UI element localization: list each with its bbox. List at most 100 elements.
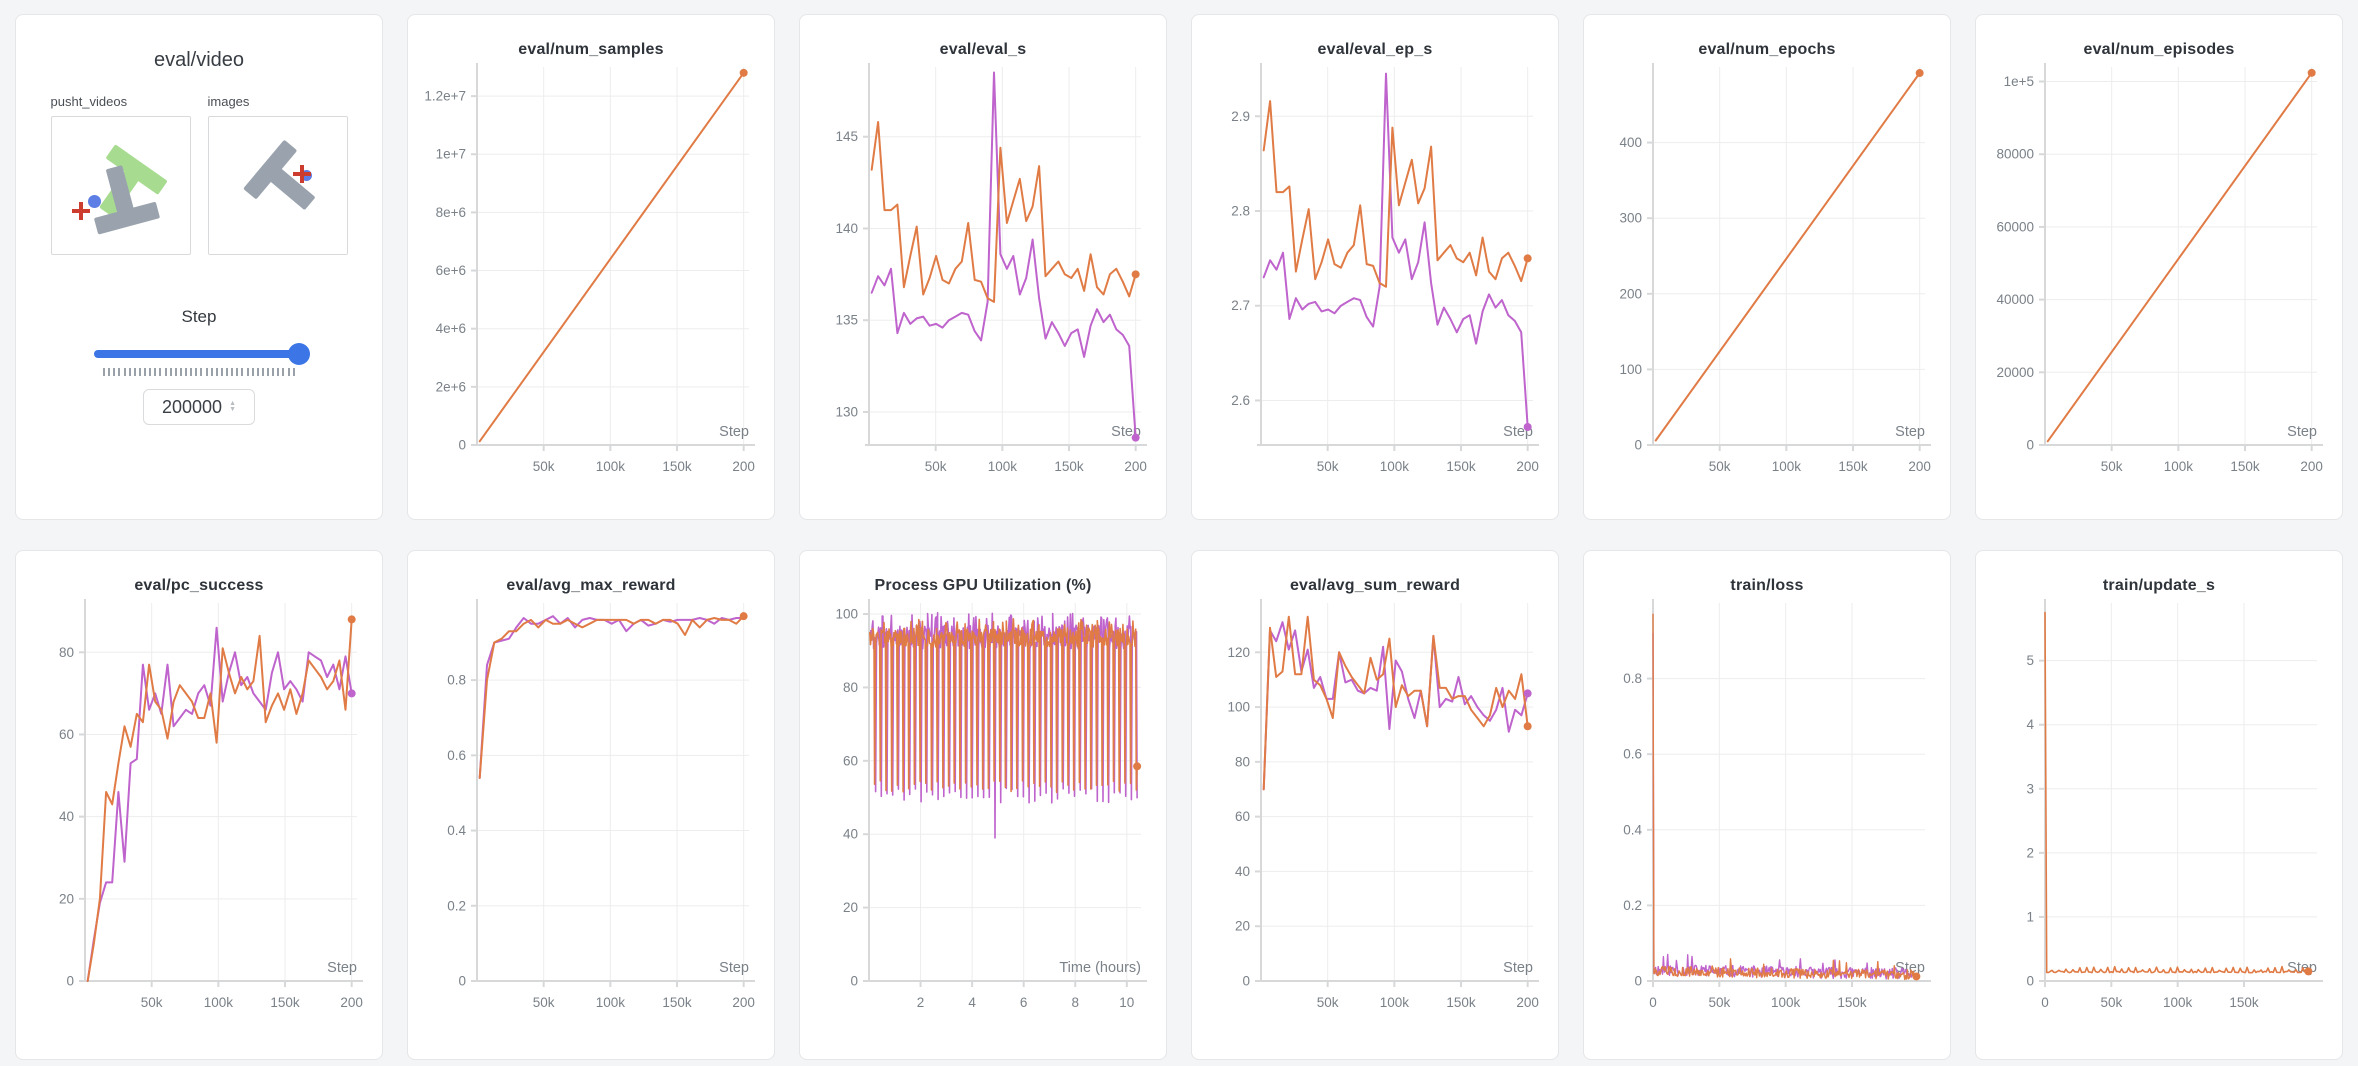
panel-eval-num-epochs[interactable]: eval/num_epochs 50k 100k 150k 200 0 100 200 300 4… bbox=[1583, 14, 1951, 520]
series-end-dot-orange bbox=[1523, 254, 1532, 263]
media-thumbnails: pusht_videos images bbox=[16, 94, 382, 255]
svg-text:4e+6: 4e+6 bbox=[436, 321, 466, 336]
series-line-purple bbox=[1262, 72, 1529, 428]
chart-title: Process GPU Utilization (%) bbox=[874, 577, 1092, 594]
svg-text:100: 100 bbox=[835, 607, 858, 622]
svg-text:0: 0 bbox=[458, 438, 466, 453]
svg-text:0: 0 bbox=[2026, 438, 2034, 453]
panel-process-gpu-utilization[interactable]: Process GPU Utilization (%) 2 4 6 8 10 0 20 40 60… bbox=[799, 550, 1167, 1060]
series-line-orange bbox=[2046, 71, 2313, 443]
slider-track[interactable] bbox=[94, 350, 304, 358]
svg-text:50k: 50k bbox=[925, 459, 947, 474]
svg-text:0.6: 0.6 bbox=[447, 748, 466, 763]
chart-title: eval/avg_max_reward bbox=[506, 577, 676, 594]
svg-text:50k: 50k bbox=[1709, 459, 1731, 474]
svg-text:100: 100 bbox=[1227, 700, 1250, 715]
svg-text:6e+6: 6e+6 bbox=[436, 263, 466, 278]
panel-train-loss[interactable]: train/loss 0 50k 100k 150k 0 0.2 0.4 0.6 0.8 Step bbox=[1583, 550, 1951, 1060]
svg-text:20000: 20000 bbox=[1996, 365, 2034, 380]
chart-title: train/update_s bbox=[2102, 577, 2216, 594]
image-thumbnail[interactable] bbox=[207, 116, 348, 255]
svg-text:120: 120 bbox=[1227, 645, 1250, 660]
svg-text:0.8: 0.8 bbox=[447, 673, 466, 688]
panel-eval-pc-success[interactable]: eval/pc_success 50k 100k 150k 200 0 20 40 60 80 St… bbox=[15, 550, 383, 1060]
agent-dot-icon bbox=[87, 195, 101, 208]
svg-text:40: 40 bbox=[1235, 864, 1250, 879]
svg-text:0: 0 bbox=[850, 974, 858, 989]
svg-text:60: 60 bbox=[59, 727, 74, 742]
svg-text:80000: 80000 bbox=[1996, 147, 2034, 162]
series-end-dot-purple bbox=[1131, 433, 1140, 442]
svg-text:300: 300 bbox=[1619, 211, 1642, 226]
panel-eval-eval-s[interactable]: eval/eval_s 50k 100k 150k 200 130 135 140 145 Ste… bbox=[799, 14, 1167, 520]
panel-train-update-s[interactable]: train/update_s 0 50k 100k 150k 0 1 2 3 4 5 Step bbox=[1975, 550, 2343, 1060]
svg-text:200: 200 bbox=[732, 459, 755, 474]
svg-text:10: 10 bbox=[1119, 995, 1134, 1010]
svg-text:2: 2 bbox=[917, 995, 925, 1010]
panel-eval-avg-max-reward[interactable]: eval/avg_max_reward 50k 100k 150k 200 0 0.2 0.4… bbox=[407, 550, 775, 1060]
svg-text:50k: 50k bbox=[533, 459, 555, 474]
step-slider-label: Step bbox=[181, 307, 217, 326]
media-key-label: images bbox=[207, 94, 250, 109]
panel-eval-eval-ep-s[interactable]: eval/eval_ep_s 50k 100k 150k 200 2.6 2.7 2.8 2.9… bbox=[1191, 14, 1559, 520]
series-line-orange bbox=[868, 617, 1138, 794]
number-spinner[interactable]: ▲ ▼ bbox=[229, 400, 236, 413]
svg-text:80: 80 bbox=[843, 680, 858, 695]
chart-plot: 50k 100k 150k 200 0 0.2 0.4 0.6 0.8 Step bbox=[447, 599, 755, 1010]
svg-text:0.8: 0.8 bbox=[1623, 671, 1642, 686]
series-end-dot-purple bbox=[347, 689, 356, 698]
svg-text:100k: 100k bbox=[204, 995, 234, 1010]
spinner-up-icon[interactable]: ▲ bbox=[229, 400, 236, 407]
svg-text:0.2: 0.2 bbox=[1623, 898, 1642, 913]
series-line-orange bbox=[1262, 615, 1529, 791]
svg-text:50k: 50k bbox=[1708, 995, 1730, 1010]
svg-text:0: 0 bbox=[458, 974, 466, 989]
panel-eval-avg-sum-reward[interactable]: eval/avg_sum_reward 50k 100k 150k 200 0 20 40 60… bbox=[1191, 550, 1559, 1060]
svg-text:0: 0 bbox=[1649, 995, 1657, 1010]
spinner-down-icon[interactable]: ▼ bbox=[229, 406, 236, 413]
svg-text:0: 0 bbox=[2026, 974, 2034, 989]
svg-text:200: 200 bbox=[1516, 995, 1539, 1010]
svg-text:0.4: 0.4 bbox=[1623, 822, 1642, 837]
step-value-input[interactable]: 200000 ▲ ▼ bbox=[143, 389, 255, 425]
svg-text:40000: 40000 bbox=[1996, 292, 2034, 307]
svg-text:1: 1 bbox=[2026, 909, 2034, 924]
series-end-dot-orange bbox=[1133, 762, 1142, 771]
chart-title: eval/num_epochs bbox=[1698, 41, 1836, 58]
svg-text:40: 40 bbox=[843, 827, 858, 842]
panel-eval-num-samples[interactable]: eval/num_samples 50k 100k 150k 200 0 2e+6 4e+6 6… bbox=[407, 14, 775, 520]
x-axis-label: Step bbox=[719, 424, 749, 440]
pusht-video-thumbnail[interactable] bbox=[50, 116, 191, 255]
step-slider[interactable] bbox=[94, 343, 310, 365]
target-cross-icon bbox=[292, 165, 311, 183]
svg-text:130: 130 bbox=[835, 404, 858, 419]
svg-text:8: 8 bbox=[1071, 995, 1079, 1010]
x-axis-label: Step bbox=[1503, 960, 1533, 976]
x-axis-label: Time (hours) bbox=[1059, 960, 1141, 976]
panel-eval-video[interactable]: eval/video pusht_videos images bbox=[15, 14, 383, 520]
svg-text:20: 20 bbox=[843, 900, 858, 915]
chart-title: eval/eval_ep_s bbox=[1317, 41, 1433, 58]
x-axis-label: Step bbox=[2287, 424, 2317, 440]
chart-title: train/loss bbox=[1730, 577, 1804, 594]
svg-text:20: 20 bbox=[1235, 919, 1250, 934]
series-line-purple bbox=[1262, 621, 1529, 791]
svg-text:150k: 150k bbox=[2230, 459, 2260, 474]
svg-text:100k: 100k bbox=[596, 995, 626, 1010]
svg-text:150k: 150k bbox=[270, 995, 300, 1010]
step-value: 200000 bbox=[161, 396, 223, 417]
series-end-dot-orange bbox=[347, 615, 356, 624]
svg-text:200: 200 bbox=[340, 995, 363, 1010]
svg-text:200: 200 bbox=[732, 995, 755, 1010]
svg-text:3: 3 bbox=[2026, 781, 2034, 796]
slider-thumb[interactable] bbox=[288, 343, 310, 365]
svg-text:100k: 100k bbox=[596, 459, 626, 474]
svg-text:1e+5: 1e+5 bbox=[2004, 74, 2034, 89]
panel-eval-num-episodes[interactable]: eval/num_episodes 50k 100k 150k 200 0 20000 400… bbox=[1975, 14, 2343, 520]
svg-text:0.6: 0.6 bbox=[1623, 747, 1642, 762]
series-end-dot-orange bbox=[739, 612, 748, 621]
series-end-dot-orange bbox=[2307, 68, 2316, 77]
